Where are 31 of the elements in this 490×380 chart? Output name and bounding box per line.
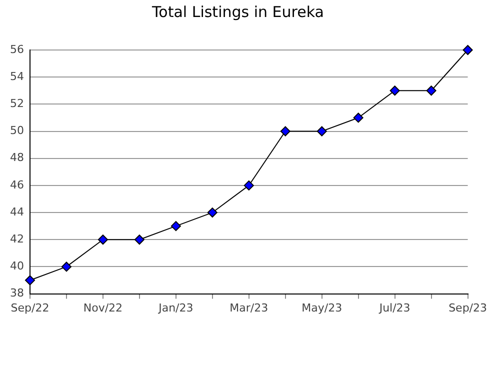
x-tick-label: Sep/23 <box>448 301 487 314</box>
point <box>134 234 144 245</box>
y-tick-label: 38 <box>10 286 24 300</box>
y-tick-label: 40 <box>10 260 24 273</box>
y-tick-label: 44 <box>10 205 24 218</box>
y-tick-label: 52 <box>10 97 24 110</box>
point <box>353 112 364 123</box>
point <box>98 234 108 245</box>
y-tick-label: 56 <box>10 42 24 56</box>
x-tick-label: Nov/22 <box>83 301 123 314</box>
point <box>426 86 436 96</box>
y-tick-label: 46 <box>10 178 24 192</box>
x-tick-label: Jan/23 <box>158 301 194 314</box>
y-tick-label: 48 <box>10 151 24 164</box>
y-tick-label: 50 <box>10 124 24 138</box>
y-tick-label: 42 <box>10 232 24 246</box>
point <box>61 262 72 272</box>
point <box>170 221 181 232</box>
x-tick-label: May/23 <box>302 301 342 314</box>
point <box>24 275 35 286</box>
point <box>280 126 290 136</box>
chart-title: Total Listings in Eureka <box>151 2 324 21</box>
point <box>244 180 254 190</box>
point <box>390 86 400 96</box>
point <box>462 45 473 55</box>
point <box>207 208 218 218</box>
x-tick-label: Sep/22 <box>10 301 50 314</box>
point <box>316 126 327 136</box>
x-tick-label: Jul/23 <box>378 301 410 314</box>
y-tick-label: 54 <box>10 70 24 83</box>
x-tick-label: Mar/23 <box>230 301 268 314</box>
